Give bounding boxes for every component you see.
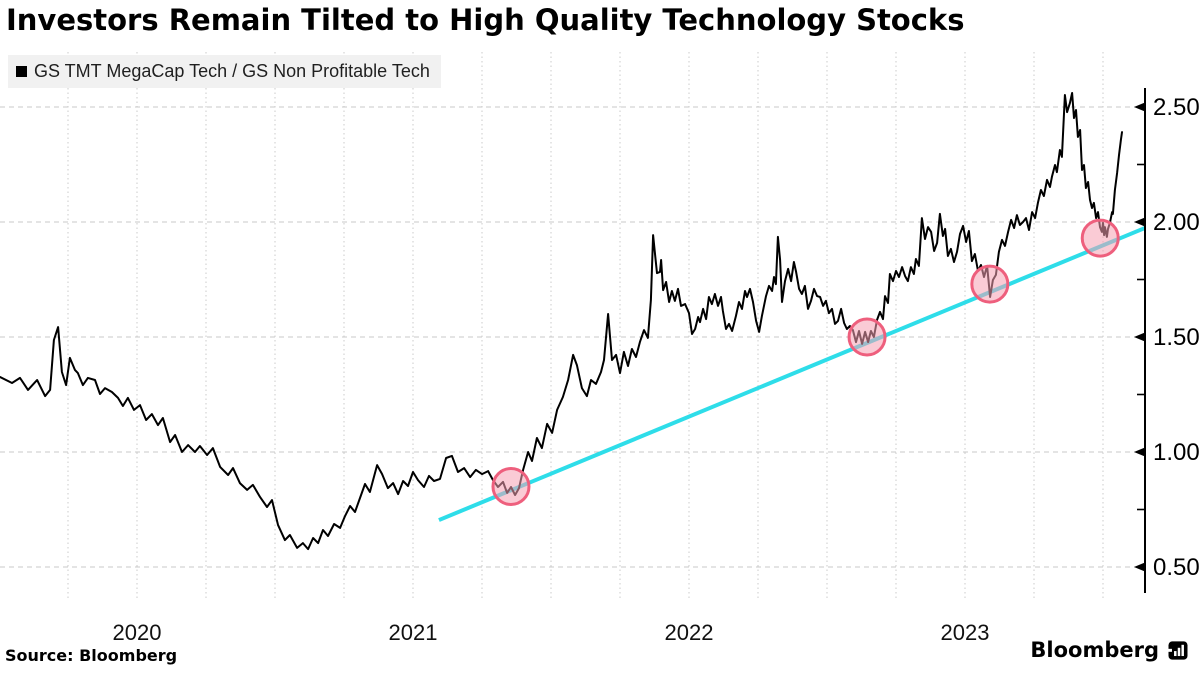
trendline-touch-circle: [847, 317, 887, 357]
legend: GS TMT MegaCap Tech / GS Non Profitable …: [8, 55, 441, 88]
series-swatch-icon: [16, 66, 27, 77]
x-axis-label: 2021: [389, 620, 438, 645]
x-axis-label: 2022: [665, 620, 714, 645]
chart-title: Investors Remain Tilted to High Quality …: [6, 3, 965, 37]
y-axis-label: 2.00: [1153, 209, 1200, 236]
legend-label: GS TMT MegaCap Tech / GS Non Profitable …: [34, 61, 430, 81]
y-axis-label: 1.50: [1153, 324, 1200, 351]
price-ratio-line: [0, 92, 1123, 551]
y-axis-tick: [1134, 217, 1145, 227]
bloomberg-logo: Bloomberg: [1030, 638, 1188, 662]
bloomberg-terminal-icon: [1168, 640, 1188, 660]
x-axis-label: 2020: [113, 620, 162, 645]
trendline-touch-circle: [1080, 218, 1120, 258]
trendline-touch-circle: [491, 467, 531, 506]
y-axis-label: 0.50: [1153, 554, 1200, 581]
trendline-touch-circle: [970, 264, 1010, 304]
bloomberg-wordmark: Bloomberg: [1030, 638, 1159, 662]
y-axis-tick: [1134, 102, 1145, 112]
x-axis-label: 2023: [941, 620, 990, 645]
y-axis-tick: [1134, 447, 1145, 457]
source-note: Source: Bloomberg: [5, 646, 178, 665]
y-axis-label: 2.50: [1153, 94, 1200, 121]
y-axis-label: 1.00: [1153, 439, 1200, 466]
y-axis-tick: [1134, 332, 1145, 342]
y-axis-tick: [1134, 562, 1145, 572]
support-trendline: [438, 226, 1146, 522]
